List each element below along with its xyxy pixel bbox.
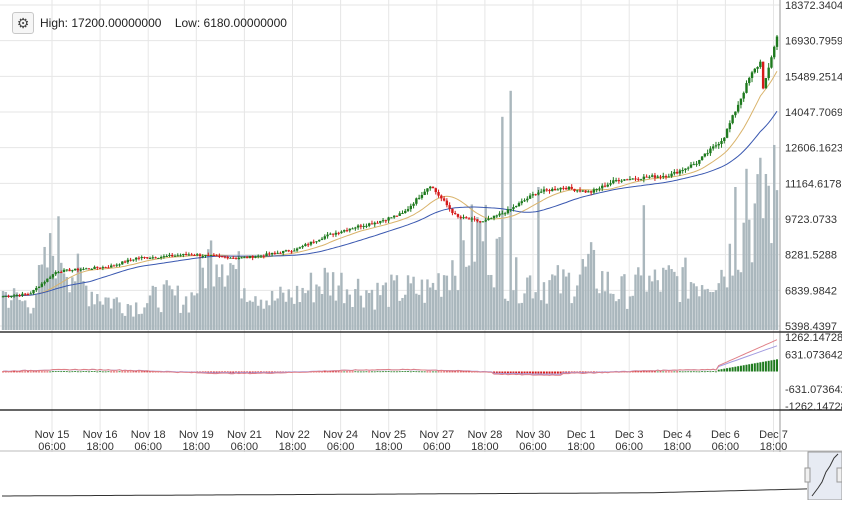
time-tick-time: 18:00 (567, 441, 595, 453)
price-tick-label: 18372.3404 (785, 0, 842, 12)
navigator[interactable] (2, 451, 842, 501)
macd-tick-label: -631.073642 (785, 384, 842, 396)
time-tick-time: 18:00 (279, 441, 307, 453)
price-tick-label: 11164.6178 (785, 178, 841, 190)
price-tick-label: 8281.5288 (785, 250, 837, 262)
high-low-readout: High: 17200.00000000 Low: 6180.00000000 (40, 16, 287, 30)
high-value: 17200.00000000 (71, 16, 162, 30)
time-tick-time: 18:00 (375, 441, 403, 453)
price-tick-label: 12606.1623 (785, 143, 842, 155)
time-tick-time: 18:00 (86, 441, 114, 453)
time-tick-date: Nov 27 (419, 429, 454, 441)
time-tick-date: Dec 4 (663, 429, 692, 441)
time-tick-date: Nov 18 (131, 429, 166, 441)
candlesticks (1, 34, 779, 299)
time-tick-time: 06:00 (519, 441, 547, 453)
navigator-handle-right[interactable] (836, 467, 842, 483)
low-value: 6180.00000000 (203, 16, 287, 30)
macd-tick-label: 1262.147285 (785, 332, 842, 344)
price-tick-label: 14047.7069 (785, 107, 842, 119)
time-tick-date: Nov 25 (371, 429, 406, 441)
price-tick-label: 9723.0733 (785, 214, 837, 226)
axes (0, 0, 842, 452)
price-tick-label: 5398.4397 (785, 321, 837, 333)
time-tick-date: Nov 15 (35, 429, 70, 441)
time-tick-date: Nov 30 (516, 429, 551, 441)
high-label: High: (40, 16, 69, 30)
settings-button[interactable]: ⚙ (12, 12, 34, 34)
time-tick-time: 06:00 (327, 441, 355, 453)
price-axis-labels: 18372.3404 16930.7959 15489.2514 14047.7069… (785, 0, 842, 333)
macd-tick-label: -1262.14728 (785, 401, 842, 413)
time-tick-time: 06:00 (615, 441, 643, 453)
time-tick-time: 18:00 (471, 441, 499, 453)
macd-tick-label: 631.0736427 (785, 349, 842, 361)
macd-indicator (2, 339, 778, 376)
time-tick-date: Nov 28 (467, 429, 502, 441)
time-tick-date: Nov 19 (179, 429, 214, 441)
price-tick-label: 15489.2514 (785, 71, 842, 83)
time-tick-time: 06:00 (38, 441, 66, 453)
time-tick-date: Nov 21 (227, 429, 262, 441)
time-tick-time: 06:00 (712, 441, 740, 453)
time-tick-date: Dec 1 (567, 429, 596, 441)
time-tick-time: 06:00 (423, 441, 451, 453)
gear-icon: ⚙ (16, 15, 30, 31)
volume-bars (1, 90, 779, 330)
time-tick-date: Dec 6 (711, 429, 740, 441)
time-tick-time: 18:00 (664, 441, 692, 453)
price-tick-label: 16930.7959 (785, 36, 842, 48)
moving-averages (2, 70, 778, 297)
time-tick-date: Dec 7 (759, 429, 788, 441)
time-tick-date: Nov 22 (275, 429, 310, 441)
grid (0, 0, 780, 452)
time-tick-time: 06:00 (134, 441, 162, 453)
time-tick-date: Nov 16 (83, 429, 118, 441)
price-tick-label: 6839.9842 (785, 285, 837, 297)
time-tick-time: 06:00 (231, 441, 259, 453)
time-tick-time: 18:00 (760, 441, 788, 453)
navigator-handle-left[interactable] (804, 467, 811, 483)
time-tick-date: Nov 24 (323, 429, 358, 441)
macd-axis-labels: 1262.147285 631.0736427 -631.073642 -1262.1… (785, 332, 842, 413)
time-tick-time: 18:00 (183, 441, 211, 453)
low-label: Low: (174, 16, 201, 30)
time-tick-date: Dec 3 (615, 429, 644, 441)
